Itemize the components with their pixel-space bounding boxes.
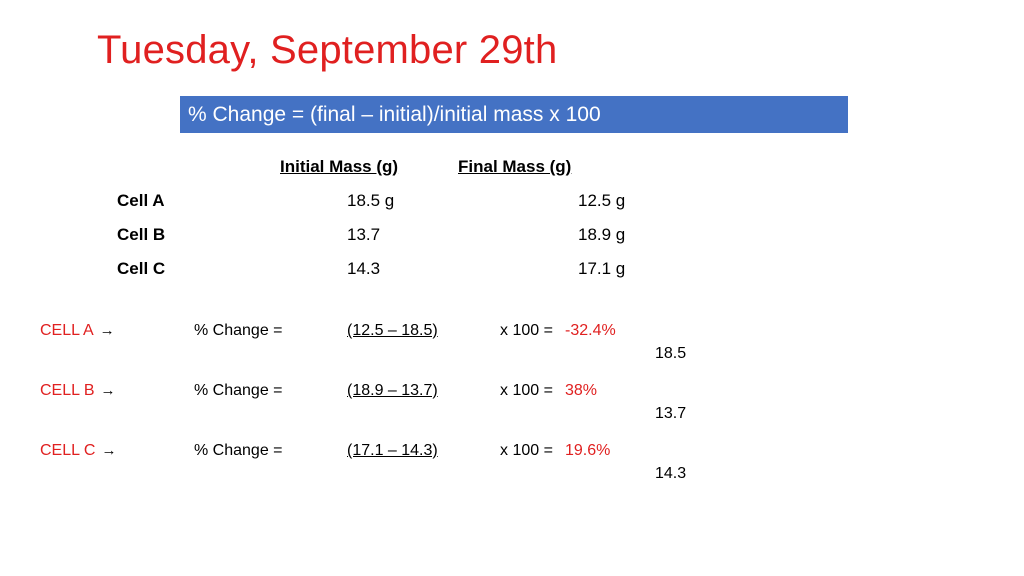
arrow-right-icon: → <box>101 442 117 459</box>
calc-a-denominator: 18.5 <box>655 345 687 362</box>
cell-a-label: Cell A <box>117 191 165 210</box>
calc-c-label-text: CELL C <box>40 442 96 459</box>
calc-c-denominator: 14.3 <box>655 465 687 482</box>
calc-c-label: CELL C → <box>40 442 116 460</box>
calc-b-times: x 100 = <box>500 382 553 399</box>
cell-a-initial: 18.5 g <box>347 191 395 210</box>
calc-c-times: x 100 = <box>500 442 553 459</box>
cell-b-final: 18.9 g <box>578 225 626 244</box>
calc-a-label-text: CELL A <box>40 322 94 339</box>
cell-c-label: Cell C <box>117 259 166 278</box>
cell-b-initial: 13.7 <box>347 225 381 244</box>
cell-a-final: 12.5 g <box>578 191 626 210</box>
calc-b-result: 38% <box>565 382 598 399</box>
calc-b-denominator: 13.7 <box>655 405 687 422</box>
calc-a-numerator: (12.5 – 18.5) <box>347 322 438 339</box>
formula-banner: % Change = (final – initial)/initial mas… <box>180 96 848 133</box>
calc-c-result: 19.6% <box>565 442 611 459</box>
calc-b-label: CELL B → <box>40 382 116 400</box>
calc-a-pct-label: % Change = <box>194 322 283 339</box>
calc-a-times: x 100 = <box>500 322 553 339</box>
calc-b-numerator: (18.9 – 13.7) <box>347 382 438 399</box>
calc-b-pct-label: % Change = <box>194 382 283 399</box>
page-title: Tuesday, September 29th <box>97 28 558 72</box>
calc-c-pct-label: % Change = <box>194 442 283 459</box>
arrow-right-icon: → <box>100 382 116 399</box>
arrow-right-icon: → <box>99 322 115 339</box>
cell-b-label: Cell B <box>117 225 166 244</box>
calc-c-numerator: (17.1 – 14.3) <box>347 442 438 459</box>
initial-mass-header: Initial Mass (g) <box>280 157 399 176</box>
calc-a-label: CELL A → <box>40 322 115 340</box>
final-mass-header: Final Mass (g) <box>458 157 572 176</box>
cell-c-initial: 14.3 <box>347 259 381 278</box>
calc-a-result: -32.4% <box>565 322 616 339</box>
cell-c-final: 17.1 g <box>578 259 626 278</box>
calc-b-label-text: CELL B <box>40 382 95 399</box>
